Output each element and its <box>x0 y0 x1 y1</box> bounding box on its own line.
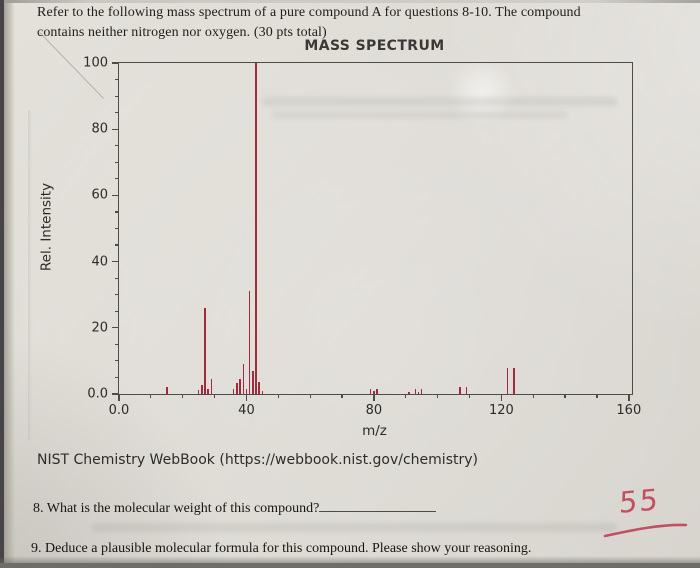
y-minor-tick <box>115 294 119 296</box>
spectrum-peak-mz-42 <box>252 370 254 394</box>
spectrum-peak-mz-45 <box>261 390 264 394</box>
y-major-tick <box>112 128 119 130</box>
y-minor-tick <box>115 112 119 114</box>
spectrum-peak-mz-37 <box>236 382 238 394</box>
x-major-tick <box>245 394 248 401</box>
instructions-line-2: contains neither nitrogen nor oxygen. (3… <box>37 25 327 40</box>
x-tick-label: 40 <box>238 403 255 418</box>
y-tick-label: 80 <box>91 121 108 137</box>
spectrum-peak-mz-43 <box>255 63 257 394</box>
y-minor-tick <box>115 227 119 230</box>
instructions-line-1: Refer to the following mass spectrum of … <box>37 5 581 20</box>
scan-edge-bottom-shadow <box>0 556 700 563</box>
x-minor-tick <box>341 394 343 398</box>
spectrum-peak-mz-79 <box>369 388 372 394</box>
spectrum-peak-mz-39 <box>242 364 245 394</box>
y-minor-tick <box>115 376 119 379</box>
y-minor-tick <box>115 178 119 180</box>
spectrum-peak-mz-29 <box>210 379 213 394</box>
bleed-through-artifact <box>92 523 617 532</box>
x-major-tick <box>373 394 375 401</box>
spectrum-peak-mz-124 <box>513 367 515 394</box>
y-major-tick <box>112 194 119 197</box>
spectrum-peak-mz-44 <box>258 382 260 394</box>
x-minor-tick <box>277 394 279 398</box>
scan-edge-left-shadow <box>4 0 15 568</box>
x-tick-label: 0.0 <box>108 403 130 418</box>
y-major-tick <box>112 260 119 263</box>
y-minor-tick <box>115 343 119 345</box>
y-tick-label: 60 <box>91 187 108 203</box>
y-minor-tick <box>115 211 119 213</box>
x-minor-tick <box>213 394 216 398</box>
spectrum-peak-mz-91 <box>408 391 410 394</box>
y-tick-label: 40 <box>91 254 108 270</box>
y-tick-label: 0.0 <box>87 386 108 402</box>
handwritten-underline <box>603 523 688 538</box>
scan-edge-left <box>0 0 4 568</box>
x-minor-tick <box>405 394 407 398</box>
x-minor-tick <box>468 394 471 398</box>
y-minor-tick <box>115 244 119 246</box>
handwritten-answer: 55 <box>618 482 661 520</box>
y-minor-tick <box>115 360 119 362</box>
spectrum-peak-mz-40 <box>245 388 248 394</box>
question-8: 8. What is the molecular weight of this … <box>33 498 437 517</box>
scan-edge-bottom <box>0 563 700 568</box>
paper-crease <box>28 110 32 440</box>
spectrum-peak-mz-80 <box>373 391 375 394</box>
spectrum-peak-mz-25 <box>197 390 200 394</box>
x-major-tick <box>118 394 120 401</box>
spectrum-peak-mz-27 <box>204 307 206 394</box>
x-major-tick <box>500 394 503 401</box>
y-major-tick <box>112 393 119 395</box>
spectrum-peak-mz-36 <box>232 388 235 394</box>
x-minor-tick <box>182 394 184 398</box>
x-minor-tick <box>564 394 566 398</box>
y-major-tick <box>112 62 119 64</box>
answer-blank-line <box>319 498 437 512</box>
y-minor-tick <box>115 95 119 97</box>
y-major-tick <box>112 327 119 329</box>
x-tick-label: 120 <box>488 403 514 418</box>
question-9: 9. Deduce a plausible molecular formula … <box>31 541 532 556</box>
x-minor-tick <box>596 394 598 398</box>
bleed-through-artifact <box>262 97 617 106</box>
x-axis-label: m/z <box>362 423 387 439</box>
x-minor-tick <box>309 394 311 398</box>
y-minor-tick <box>115 78 119 81</box>
spectrum-peak-mz-26 <box>201 385 203 394</box>
spectrum-peak-mz-94 <box>417 391 420 394</box>
chart-title: MASS SPECTRUM <box>304 38 445 54</box>
y-tick-label: 100 <box>83 55 108 71</box>
scan-edge-top <box>0 0 700 3</box>
y-minor-tick <box>115 161 119 163</box>
spectrum-peak-mz-93 <box>414 389 417 394</box>
source-citation: NIST Chemistry WebBook (https://webbook.… <box>37 452 478 468</box>
x-minor-tick <box>532 394 534 398</box>
spectrum-peak-mz-107 <box>459 386 461 394</box>
y-axis-label: Rel. Intensity <box>38 182 55 272</box>
question-8-text: 8. What is the molecular weight of this … <box>33 501 320 516</box>
x-major-tick <box>628 394 630 401</box>
spectrum-peak-mz-41 <box>248 291 251 394</box>
x-minor-tick <box>150 394 152 398</box>
spectrum-peak-mz-81 <box>376 388 378 394</box>
mass-spectrum-plot-area: 0.0 20 40 60 80 100 0.0 40 80 120 160 <box>83 56 641 419</box>
y-minor-tick <box>115 145 119 147</box>
x-tick-label: 80 <box>365 403 383 418</box>
spectrum-peak-mz-109 <box>465 386 468 394</box>
spectrum-peak-mz-15 <box>166 387 168 394</box>
y-minor-tick <box>115 277 119 279</box>
spectrum-peak-mz-122 <box>506 367 509 394</box>
y-minor-tick <box>115 310 119 312</box>
spectrum-peak-mz-38 <box>239 379 241 394</box>
x-tick-label: 160 <box>616 403 642 418</box>
x-minor-tick <box>437 394 439 398</box>
bleed-through-artifact <box>272 112 567 118</box>
y-tick-label: 20 <box>91 320 108 336</box>
spectrum-peak-mz-95 <box>420 389 423 394</box>
spectrum-peak-mz-28 <box>207 389 209 394</box>
